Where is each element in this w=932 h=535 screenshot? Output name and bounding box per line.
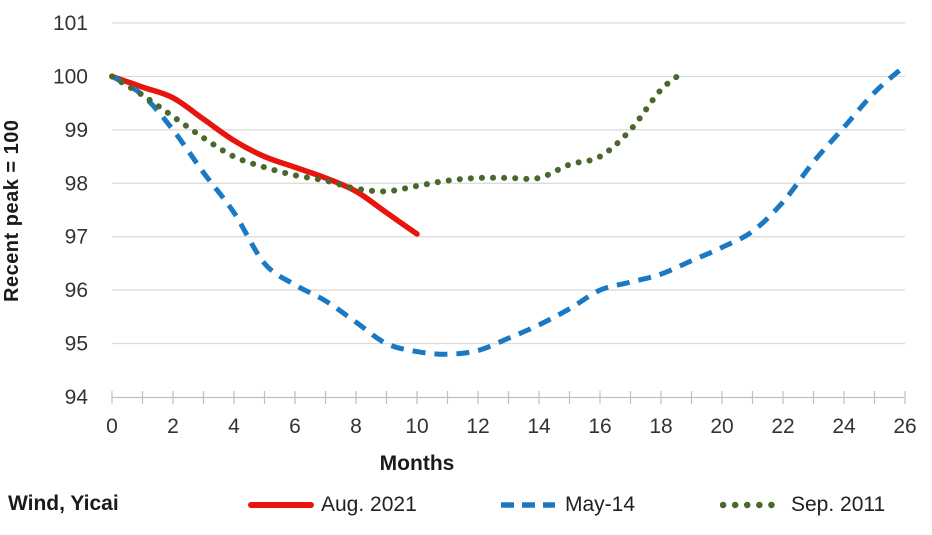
svg-text:22: 22 (771, 415, 794, 438)
svg-text:95: 95 (65, 333, 88, 356)
svg-text:96: 96 (65, 279, 88, 302)
legend-label-sep-2011: Sep. 2011 (791, 493, 886, 516)
legend-item-may-14: May-14 (498, 490, 635, 520)
svg-text:99: 99 (65, 119, 88, 142)
svg-text:100: 100 (53, 65, 88, 88)
legend-label-may-14: May-14 (565, 493, 636, 516)
legend-item-aug-2021: Aug. 2021 (248, 490, 417, 520)
legend-swatch-green-dotted-icon (720, 501, 784, 509)
svg-text:4: 4 (228, 415, 240, 438)
svg-text:10: 10 (405, 415, 428, 438)
svg-text:94: 94 (65, 386, 89, 409)
legend-item-sep-2011: Sep. 2011 (720, 490, 885, 520)
svg-text:26: 26 (893, 415, 916, 438)
legend-swatch-blue-dashed-icon (501, 502, 555, 508)
svg-text:98: 98 (65, 172, 88, 195)
x-axis-title: Months (379, 452, 455, 475)
svg-text:16: 16 (588, 415, 611, 438)
y-axis-title: Recent peak = 100 (1, 119, 23, 302)
svg-text:12: 12 (466, 415, 489, 438)
svg-text:18: 18 (649, 415, 672, 438)
svg-text:0: 0 (106, 415, 118, 438)
svg-text:97: 97 (65, 226, 88, 249)
svg-text:20: 20 (710, 415, 733, 438)
source-note: Wind, Yicai (8, 492, 119, 515)
chart-footer: Wind, Yicai Aug. 2021 May-14 Sep. 2011 (0, 490, 932, 524)
svg-text:14: 14 (527, 415, 551, 438)
legend-swatch-red-solid-icon (248, 502, 314, 508)
svg-text:6: 6 (289, 415, 301, 438)
svg-text:8: 8 (350, 415, 362, 438)
svg-text:2: 2 (167, 415, 179, 438)
svg-text:101: 101 (53, 12, 88, 35)
svg-text:24: 24 (832, 415, 856, 438)
legend-label-aug-2021: Aug. 2021 (321, 493, 417, 516)
